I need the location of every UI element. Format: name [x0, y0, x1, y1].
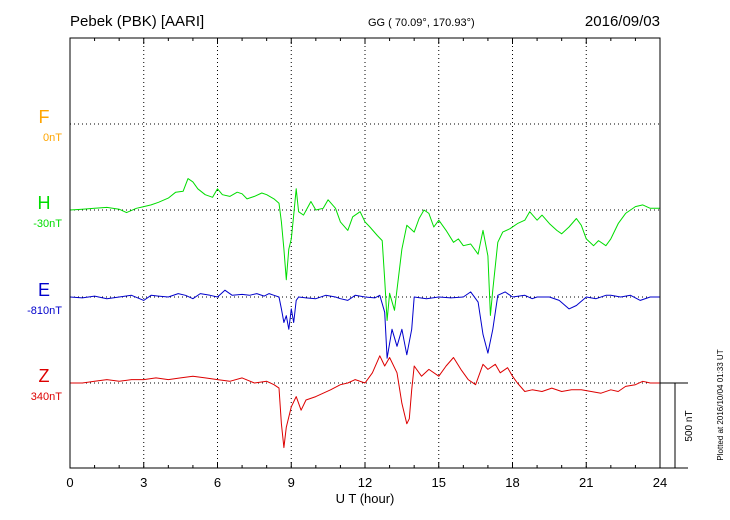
- x-tick-label: 0: [66, 475, 73, 490]
- series-label-H: H: [38, 193, 51, 213]
- series-line-E: [69, 289, 660, 359]
- series-labels: F 0nT H -30nT E -810nT Z 340nT: [27, 107, 62, 403]
- x-axis: 0 3 6 9 12 15 18 21 24: [66, 38, 667, 490]
- plotted-timestamp: Plotted at 2016/10/04 01:33 UT: [716, 349, 725, 460]
- series-label-F: F: [39, 107, 50, 127]
- series-baseline-F: 0nT: [43, 132, 62, 144]
- series-baseline-E: -810nT: [27, 305, 62, 317]
- x-tick-label: 9: [288, 475, 295, 490]
- x-tick-label: 24: [653, 475, 667, 490]
- series-line-H: [69, 178, 660, 321]
- x-axis-label: U T (hour): [336, 491, 395, 506]
- series-traces: [69, 178, 660, 449]
- x-tick-label: 18: [505, 475, 519, 490]
- scale-bar-label: 500 nT: [684, 410, 695, 441]
- grid-lines: [70, 38, 660, 468]
- x-tick-label: 21: [579, 475, 593, 490]
- series-baseline-Z: 340nT: [31, 391, 62, 403]
- station-title: Pebek (PBK) [AARI]: [70, 13, 204, 30]
- series-label-E: E: [38, 280, 50, 300]
- x-tick-label: 15: [432, 475, 446, 490]
- series-line-Z: [70, 355, 660, 449]
- x-tick-label: 6: [214, 475, 221, 490]
- station-coordinates: GG ( 70.09°, 170.93°): [368, 17, 475, 29]
- series-baseline-H: -30nT: [33, 218, 62, 230]
- x-tick-label: 12: [358, 475, 372, 490]
- plot-date: 2016/09/03: [585, 13, 660, 30]
- scale-bar: 500 nT: [660, 382, 695, 469]
- series-label-Z: Z: [39, 366, 50, 386]
- x-tick-label: 3: [140, 475, 147, 490]
